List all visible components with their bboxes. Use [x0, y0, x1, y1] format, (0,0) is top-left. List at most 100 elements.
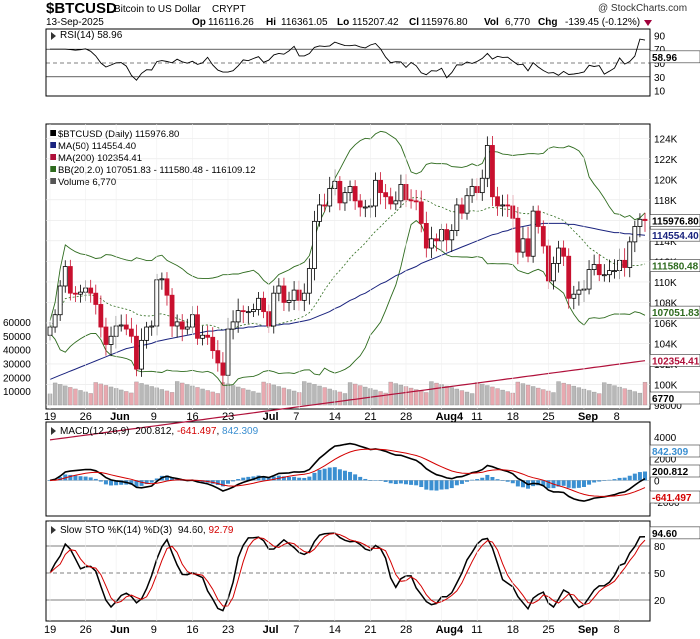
macd-hist-bar: [83, 476, 88, 481]
volume-tick: 50000: [3, 332, 31, 343]
candle-body: [123, 324, 129, 330]
candle-body: [612, 270, 617, 273]
volume-bar: [159, 389, 165, 406]
rsi-tick: 30: [654, 73, 666, 84]
macd-hist-bar: [292, 476, 297, 481]
candle-body: [200, 334, 205, 339]
macd-hist-bar: [317, 469, 322, 481]
volume-bar: [169, 392, 175, 406]
volume-bar: [495, 388, 500, 406]
x-axis-bottom: 19 26 Jun 9 16 23 Jul 7 14 21 28 Aug4 11 18 25 Sep 8: [44, 521, 620, 636]
candle-body: [240, 310, 246, 313]
volume-bar: [637, 392, 643, 406]
candle-body: [444, 229, 450, 241]
price-badge: 102354.41: [652, 356, 700, 367]
macd-hist-bar: [495, 479, 500, 481]
price-tick: 110K: [654, 278, 677, 289]
ohlc-row: Op 116116.26 Hi 116361.05 Lo 115207.42 C…: [192, 17, 652, 28]
candle-body: [281, 285, 287, 303]
macd-badge: 842.309: [652, 447, 689, 458]
macd-hist-value: 842.309: [222, 426, 259, 437]
macd-label-prefix: MACD(12,26,9): [60, 426, 129, 437]
macd-hist-bar: [73, 475, 78, 481]
macd-plot: [46, 442, 650, 502]
volume-bar: [281, 387, 287, 406]
chg-value: -139.45 (-0.12%): [565, 17, 640, 28]
x-tick: 11: [471, 624, 482, 636]
volume-bar: [571, 385, 576, 406]
candle-body: [357, 200, 363, 208]
candle-body: [530, 210, 536, 257]
bb-upper-line: [49, 130, 646, 322]
candle-body: [169, 294, 175, 327]
candle-body: [271, 292, 277, 327]
price-tick: 114K: [654, 237, 677, 248]
candle-body: [52, 314, 58, 328]
candle-body: [607, 270, 612, 276]
macd-signal-value: -641.497: [177, 426, 217, 437]
candle-body: [93, 292, 99, 305]
candle-body: [490, 145, 495, 198]
sto-axis: 80 50 20: [654, 542, 666, 607]
macd-hist-bar: [490, 476, 495, 481]
sto-k-value: 94.60: [178, 525, 203, 536]
candle-body: [312, 220, 317, 269]
x-tick: 18: [507, 624, 519, 636]
candle-body: [500, 204, 506, 207]
candle-body: [149, 325, 155, 328]
volume-bar: [536, 387, 541, 406]
volume-bar: [307, 382, 312, 406]
volume-bars: [47, 381, 648, 406]
x-tick: 25: [542, 624, 554, 636]
x-tick: 14: [329, 411, 341, 423]
macd-hist-bar: [287, 476, 292, 481]
x-tick: 8: [614, 624, 620, 636]
vol-value: 6,770: [505, 17, 530, 28]
volume-bar: [459, 390, 465, 406]
x-tick: Sep: [578, 411, 598, 423]
macd-hist-bar: [98, 480, 103, 482]
candle-body: [632, 226, 638, 243]
macd-hist-bar: [414, 480, 419, 486]
candle-body: [434, 238, 439, 242]
candle-body: [144, 326, 150, 341]
sto-d-value: 92.79: [208, 525, 233, 536]
x-tick: 9: [151, 411, 157, 423]
volume-bar: [174, 381, 180, 406]
macd-hist-bar: [571, 480, 576, 489]
candle-body: [159, 278, 165, 281]
macd-hist-bar: [536, 480, 541, 486]
macd-badge: 200.812: [652, 467, 689, 478]
volume-bar: [373, 389, 378, 406]
macd-hist-bar: [637, 472, 642, 481]
macd-hist-bar: [164, 475, 169, 481]
macd-hist-bar: [220, 480, 225, 487]
volume-bar: [490, 386, 495, 406]
macd-hist-bar: [271, 476, 276, 481]
low-label: Lo: [337, 17, 349, 28]
candle-body: [495, 196, 500, 207]
moving-averages: [49, 222, 646, 441]
candle-body: [393, 200, 399, 205]
volume-bar: [210, 391, 215, 406]
macd-hist-bar: [612, 479, 617, 481]
sto-icon: [51, 526, 56, 534]
candle-body: [378, 179, 383, 194]
high-label: Hi: [266, 17, 276, 28]
x-tick: 26: [80, 411, 92, 423]
volume-tick: 60000: [3, 318, 31, 329]
macd-hist-bar: [246, 476, 251, 481]
macd-hist-bar: [373, 480, 378, 481]
macd-hist-bar: [485, 474, 490, 481]
candle-body: [317, 204, 322, 222]
macd-hist-bar: [541, 480, 546, 486]
volume-bar: [480, 383, 485, 406]
macd-hist-bar: [144, 480, 149, 485]
macd-hist-bar: [261, 476, 266, 481]
candle-body: [540, 226, 546, 247]
candle-body: [286, 299, 292, 303]
sto-tick: 80: [654, 542, 666, 553]
volume-bar: [302, 381, 307, 406]
candle-body: [535, 210, 541, 227]
volume-bar: [586, 390, 592, 406]
